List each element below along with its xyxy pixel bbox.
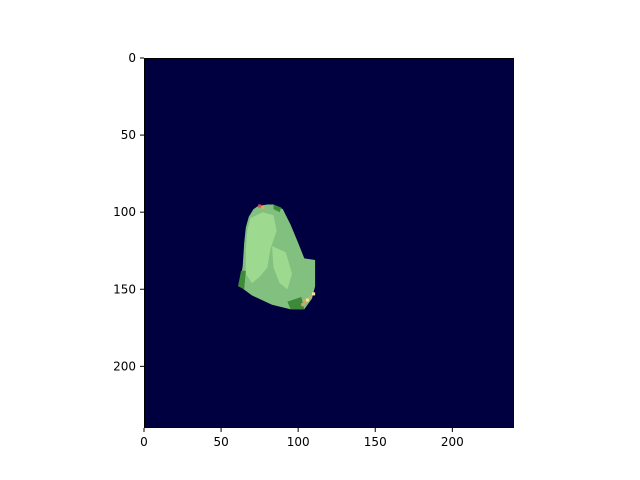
y-tick-label: 200 [113, 359, 136, 373]
x-tick-label: 50 [213, 435, 228, 449]
heatmap-region-object-light-streak [272, 246, 292, 290]
heatmap-region-left-edge-dark [238, 270, 246, 290]
x-tick-label: 100 [287, 435, 310, 449]
x-tick-label: 200 [441, 435, 464, 449]
x-axis: 0 50 100 150 200 [140, 428, 464, 449]
heatmap-region-lower-edge-dark [287, 297, 305, 310]
x-tick-label: 150 [364, 435, 387, 449]
heatmap-hotspot [261, 206, 265, 210]
y-tick-label: 50 [121, 128, 136, 142]
heatmap-region-object-light-area [245, 212, 277, 284]
heatmap-background [144, 58, 514, 428]
heatmap-hotspot [305, 298, 309, 302]
heatmap-hotspots [258, 204, 316, 307]
heatmap-hotspot [301, 303, 305, 307]
heatmap-hotspot [258, 204, 262, 208]
y-axis: 0 50 100 150 200 [113, 51, 144, 373]
y-tick-label: 0 [128, 51, 136, 65]
y-tick-label: 150 [113, 282, 136, 296]
heatmap-hotspot [312, 292, 316, 296]
y-tick-label: 100 [113, 205, 136, 219]
axes-frame [144, 58, 514, 428]
x-tick-label: 0 [140, 435, 148, 449]
heatmap-region-top-right-dark [273, 204, 282, 213]
heatmap-hotspot [308, 295, 313, 299]
heatmap-regions [238, 204, 316, 310]
heatmap-hotspot [302, 300, 306, 304]
